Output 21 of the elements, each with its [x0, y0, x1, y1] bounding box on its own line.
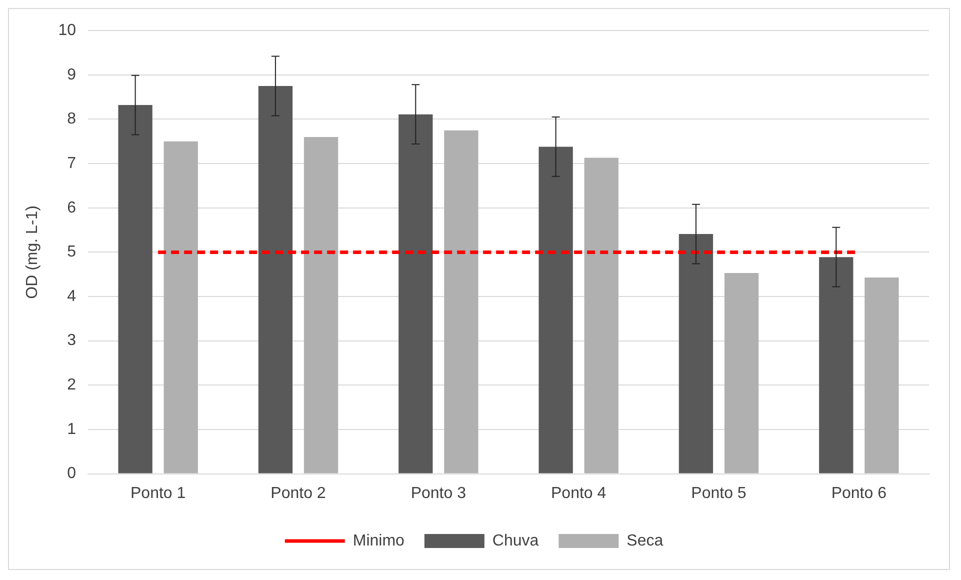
y-tick-label: 8	[67, 110, 76, 128]
x-tick-label: Ponto 4	[551, 484, 606, 502]
y-tick-label: 10	[58, 22, 76, 40]
legend-label: Seca	[626, 532, 664, 550]
y-tick-label: 1	[67, 420, 76, 438]
y-tick-label: 7	[67, 154, 76, 172]
legend-label: Chuva	[492, 532, 539, 550]
y-tick-label: 3	[67, 332, 76, 350]
x-tick-label: Ponto 1	[130, 484, 186, 502]
y-tick-label: 9	[67, 66, 76, 84]
y-tick-label: 6	[67, 199, 76, 216]
x-tick-label: Ponto 5	[691, 484, 746, 502]
legend-label: Minimo	[352, 532, 405, 550]
y-tick-label: 5	[67, 244, 76, 261]
x-tick-label: Ponto 6	[831, 484, 887, 502]
y-tick-label: 0	[67, 465, 76, 482]
y-tick-label: 2	[67, 376, 76, 394]
y-axis-title: OD (mg. L-1)	[24, 206, 42, 299]
x-tick-label: Ponto 3	[410, 484, 466, 502]
y-tick-label: 4	[67, 288, 76, 305]
x-tick-label: Ponto 2	[270, 484, 326, 502]
